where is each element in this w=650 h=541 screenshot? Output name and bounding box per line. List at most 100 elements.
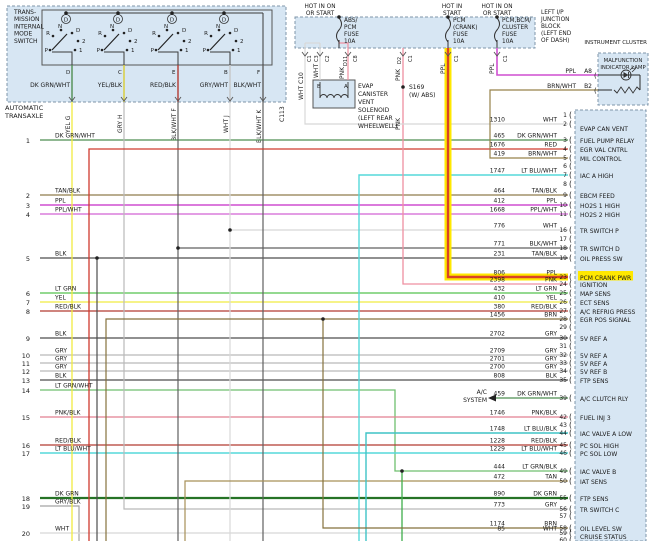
pcm-pin-bracket: ( <box>569 359 572 368</box>
junction-dot <box>495 15 499 19</box>
evap-caption: WHEELWELL) <box>358 123 398 130</box>
hot-label: HOT IN ON <box>304 4 335 10</box>
pcm-pin-function: TR SWITCH P <box>579 228 619 235</box>
left-row-number: 20 <box>22 530 30 538</box>
mil-lamp-label: MALFUNCTION <box>604 58 643 64</box>
pcm-pin-number: 30 <box>559 335 567 342</box>
pcm-pin-bracket: ( <box>569 494 572 503</box>
pcm-wire-color: PNK <box>545 277 558 284</box>
pcm-bcm-cluster-fuse-label: CLUSTER <box>502 25 528 31</box>
pcm-pin-bracket: ( <box>569 171 572 180</box>
mil-brn-wht <box>489 89 598 159</box>
junction-dot <box>70 31 74 35</box>
pcm-wire-color: BRN/WHT <box>528 151 557 158</box>
pcm-pin-function: EVAP CAN VENT <box>580 126 628 133</box>
mil-lamp-label: INDICATOR LAMP <box>600 65 646 71</box>
pcm-pin-bracket: ( <box>569 254 572 263</box>
pcm-pin-bracket: ( <box>569 376 572 385</box>
left-row-label: LT GRN <box>55 286 76 293</box>
pcm-pin-function: EGR POS SIGNAL <box>580 317 631 324</box>
transaxle-label: AUTOMATIC <box>5 104 44 112</box>
pcm-pin-number: 19 <box>559 255 567 262</box>
iac-low-cyan <box>365 432 568 541</box>
left-row-label: BLK <box>55 331 67 338</box>
pcm-pin-function: A/C REFRIG PRESS <box>580 309 636 316</box>
egr-pos-brn <box>105 318 568 541</box>
evap-terminal-b: B <box>317 84 321 90</box>
pcm-pin-bracket: ( <box>569 367 572 376</box>
pcm-pin-number: 5 <box>563 155 567 162</box>
switch-pos-label: 1 <box>79 48 83 54</box>
pcm-pin-bracket: ( <box>569 441 572 450</box>
pcm-pin-function: PC SOL HIGH <box>580 443 619 450</box>
pcm-pin-number: 27 <box>559 308 567 315</box>
pcm-circuit-number: 380 <box>494 304 506 311</box>
left-row-label: LT GRN/WHT <box>55 383 93 390</box>
pcm-pin-function: 5V REF A <box>580 361 608 368</box>
mil-led-triangle <box>623 72 629 78</box>
switch-d-circle-label: D <box>222 18 226 24</box>
pcm-pin-number: 43 <box>559 422 567 429</box>
pcm-box <box>574 109 647 541</box>
pcm-pin-number: 16 <box>559 227 567 234</box>
terminal-wire-label: GRY/WHT <box>200 82 229 89</box>
pcm-wire-color: RED <box>544 142 557 149</box>
pcm-pin-function: TR SWITCH C <box>579 507 619 514</box>
cluster-title: INSTRUMENT CLUSTER <box>584 40 647 46</box>
mode-switch-title: INTERNAL <box>14 23 44 30</box>
switch-pos-label: R <box>98 31 102 37</box>
connector-label: PNK <box>395 68 402 81</box>
pcm-pin-bracket: ( <box>569 226 572 235</box>
cluster-resistor <box>613 86 641 94</box>
pcm-pin-number: 39 <box>559 395 567 402</box>
junction-dot <box>51 34 55 38</box>
terminal-letter: C <box>118 70 122 76</box>
left-row-label: YEL <box>54 295 66 302</box>
ign-pnk <box>402 48 568 285</box>
switch-pos-label: N <box>110 24 114 30</box>
left-row-label: LT BLU/WHT <box>55 446 91 453</box>
pcm-pin-bracket: ( <box>569 477 572 486</box>
pcm-pin-bracket: ( <box>569 298 572 307</box>
evap-caption: SOLENOID <box>358 107 390 114</box>
pcm-pin-bracket: ( <box>569 529 572 538</box>
switch-pos-label: 1 <box>237 48 241 54</box>
left-row-label: PPL/WHT <box>55 207 82 214</box>
pcm-wire-color: LT BLU/WHT <box>521 168 557 175</box>
junction-dot <box>73 48 77 52</box>
pcm-wire-color: PPL <box>546 270 557 277</box>
pcm-wire-color: WHT <box>543 223 557 230</box>
left-row-number: 3 <box>26 202 30 210</box>
junction-dot <box>170 11 174 15</box>
pcm-pin-number: 44 <box>559 430 567 437</box>
cluster-wire-label: PPL <box>565 68 576 75</box>
pcm-wire-color: WHT <box>543 117 557 124</box>
pcm-wire-color: BLK/WHT <box>529 241 557 248</box>
connector-label: C1 <box>454 55 460 62</box>
connector-label: D2 <box>397 57 403 64</box>
switch-pos-label: 2 <box>134 39 138 45</box>
cluster-bracket: ( <box>594 72 597 80</box>
pcm-pin-bracket: ( <box>569 154 572 163</box>
pcm-pin-bracket: ( <box>569 413 572 422</box>
junction-block-label: LEFT I/P <box>541 10 564 16</box>
pcm-pin-function: FUEL INJ 3 <box>580 415 611 422</box>
pcm-pin-function: IAC VALVE B <box>580 469 616 476</box>
terminal-wire-label: YEL/BLK <box>97 82 123 89</box>
junction-dot <box>217 28 221 32</box>
switch-pos-label: P <box>203 48 207 54</box>
pcm-pin-bracket: ( <box>569 280 572 289</box>
iat-tan <box>184 480 568 541</box>
left-row-label: GRY <box>55 364 67 371</box>
connector-label: WHT C10 <box>298 72 305 100</box>
pcm-circuit-number: 806 <box>494 270 506 277</box>
junction-dot <box>125 48 129 52</box>
pcm-wire-color: TAN <box>544 474 557 481</box>
pcm-pin-number: 11 <box>559 211 567 218</box>
ac-system-label: SYSTEM <box>463 397 487 404</box>
pcm-crank-fuse-label: 10A <box>453 39 464 45</box>
pcm-pin-function: FTP SENS <box>580 496 609 503</box>
pcm-circuit-number: 465 <box>494 133 506 140</box>
